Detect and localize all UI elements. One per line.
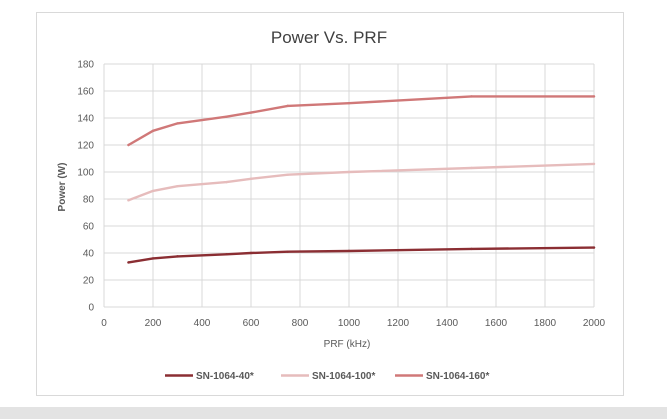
data-point bbox=[347, 249, 351, 253]
x-tick-label: 400 bbox=[194, 318, 211, 329]
data-point bbox=[151, 129, 155, 133]
data-point bbox=[249, 251, 253, 255]
legend-item-2: SN-1064-100* bbox=[281, 371, 375, 382]
y-tick-label: 120 bbox=[77, 141, 94, 152]
chart-container: Power Vs. PRF 0 20 40 60 80 100 120 140 160 180 0 2… bbox=[36, 12, 624, 396]
legend-item-1: SN-1064-40* bbox=[165, 371, 254, 382]
page-bottom-bar bbox=[0, 407, 667, 419]
y-tick-label: 40 bbox=[83, 249, 95, 260]
y-tick-label: 140 bbox=[77, 114, 94, 125]
y-tick-label: 160 bbox=[77, 87, 94, 98]
data-point bbox=[127, 199, 130, 202]
x-tick-label: 800 bbox=[292, 318, 309, 329]
data-point bbox=[286, 104, 289, 108]
series-line-1 bbox=[127, 246, 596, 264]
x-tick-label: 600 bbox=[243, 318, 260, 329]
y-tick-label: 80 bbox=[83, 195, 95, 206]
x-axis-title: PRF (kHz) bbox=[324, 339, 371, 350]
data-point bbox=[249, 111, 253, 114]
data-point bbox=[127, 143, 130, 147]
data-point bbox=[176, 184, 179, 188]
y-tick-label: 100 bbox=[77, 168, 94, 179]
data-point bbox=[127, 261, 130, 264]
data-point bbox=[249, 177, 253, 180]
x-tick-label: 200 bbox=[145, 318, 162, 329]
y-axis-title: Power (W) bbox=[57, 163, 68, 212]
data-point bbox=[225, 180, 228, 184]
data-point bbox=[286, 250, 289, 253]
data-point bbox=[225, 115, 228, 118]
x-tick-label: 2000 bbox=[583, 318, 606, 329]
data-point bbox=[151, 257, 155, 260]
y-tick-label: 60 bbox=[83, 222, 95, 233]
data-point bbox=[470, 95, 473, 98]
y-tick-label: 20 bbox=[83, 276, 95, 287]
y-tick-label: 0 bbox=[88, 303, 94, 314]
legend: SN-1064-40* SN-1064-100* SN-1064-160* bbox=[165, 371, 489, 382]
data-point bbox=[176, 255, 179, 258]
x-tick-label: 1000 bbox=[338, 318, 361, 329]
data-point bbox=[347, 101, 351, 105]
data-point bbox=[151, 189, 155, 193]
data-point bbox=[176, 122, 179, 125]
chart-title: Power Vs. PRF bbox=[271, 28, 387, 47]
legend-label: SN-1064-100* bbox=[312, 371, 375, 382]
x-tick-label: 1600 bbox=[485, 318, 508, 329]
data-point bbox=[347, 170, 351, 174]
data-point bbox=[592, 95, 596, 98]
series-line-3 bbox=[127, 95, 596, 147]
legend-label: SN-1064-40* bbox=[196, 371, 254, 382]
legend-item-3: SN-1064-160* bbox=[395, 371, 489, 382]
data-point bbox=[225, 253, 228, 256]
series-layer bbox=[127, 95, 596, 264]
x-tick-label: 0 bbox=[101, 318, 107, 329]
x-tick-label: 1200 bbox=[387, 318, 410, 329]
data-point bbox=[592, 162, 596, 166]
data-point bbox=[592, 246, 596, 249]
legend-label: SN-1064-160* bbox=[426, 371, 489, 382]
data-point bbox=[470, 166, 473, 170]
x-tick-label: 1800 bbox=[534, 318, 557, 329]
y-tick-label: 180 bbox=[77, 60, 94, 71]
data-point bbox=[286, 173, 289, 176]
x-tick-label: 1400 bbox=[436, 318, 459, 329]
data-point bbox=[470, 247, 473, 251]
series-line-2 bbox=[127, 162, 596, 202]
